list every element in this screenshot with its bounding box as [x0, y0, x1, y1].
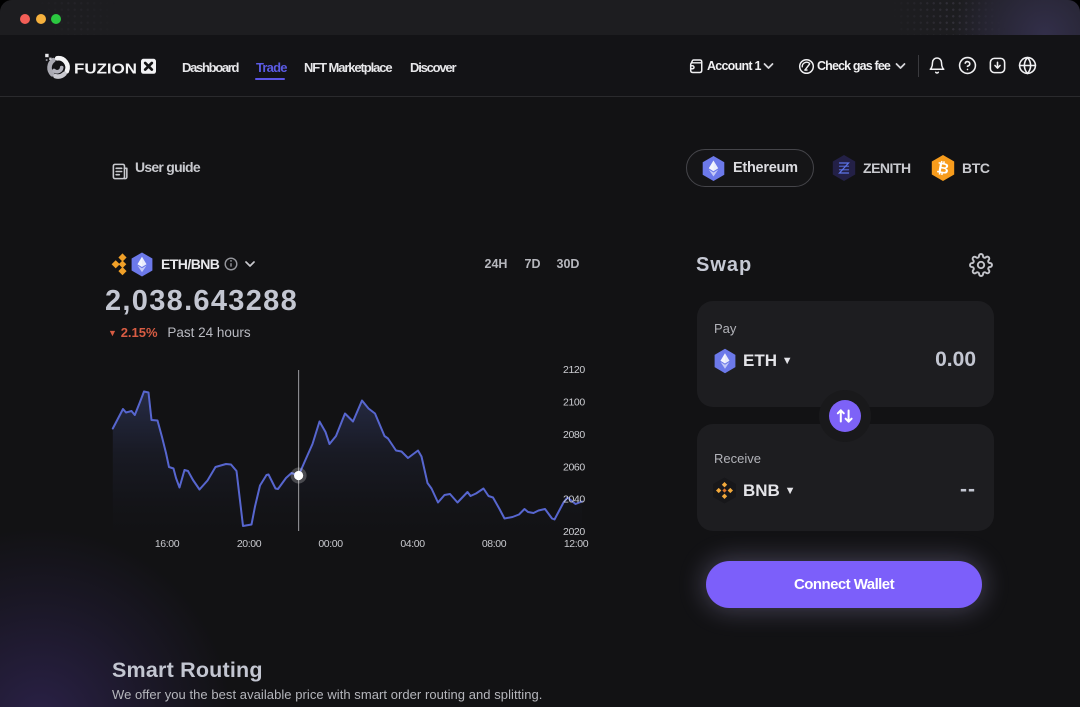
- svg-text:16:00: 16:00: [155, 538, 180, 550]
- svg-text:04:00: 04:00: [400, 538, 425, 550]
- svg-text:2020: 2020: [563, 526, 585, 538]
- svg-text:2060: 2060: [563, 462, 585, 474]
- svg-text:08:00: 08:00: [482, 538, 507, 550]
- svg-text:12:00: 12:00: [564, 538, 589, 550]
- svg-text:2100: 2100: [563, 397, 585, 409]
- svg-text:20:00: 20:00: [237, 538, 262, 550]
- svg-text:₿: ₿: [935, 159, 950, 178]
- svg-text:2080: 2080: [563, 429, 585, 441]
- svg-text:2040: 2040: [563, 494, 585, 506]
- svg-text:2120: 2120: [563, 364, 585, 376]
- svg-text:00:00: 00:00: [318, 538, 343, 550]
- svg-text:FUZION: FUZION: [74, 61, 137, 78]
